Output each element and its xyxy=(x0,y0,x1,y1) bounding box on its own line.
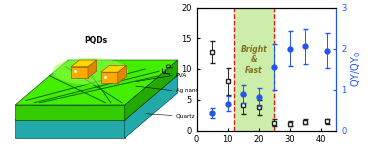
Text: Quartz: Quartz xyxy=(176,113,195,118)
Polygon shape xyxy=(15,120,125,138)
Polygon shape xyxy=(15,75,178,120)
Polygon shape xyxy=(71,67,88,78)
Y-axis label: $F_\mathrm{p}$: $F_\mathrm{p}$ xyxy=(162,63,178,75)
Ellipse shape xyxy=(53,58,128,85)
Text: Bright
&
Fast: Bright & Fast xyxy=(241,45,267,75)
Bar xyxy=(234,8,274,130)
Polygon shape xyxy=(125,60,178,120)
Polygon shape xyxy=(101,72,118,83)
Polygon shape xyxy=(118,65,126,83)
Polygon shape xyxy=(15,60,178,105)
Polygon shape xyxy=(71,60,96,67)
Y-axis label: QY/QY$_0$: QY/QY$_0$ xyxy=(349,51,363,87)
Polygon shape xyxy=(125,75,178,138)
Polygon shape xyxy=(15,105,125,120)
Polygon shape xyxy=(101,65,126,72)
Text: PQDs: PQDs xyxy=(85,36,108,45)
Polygon shape xyxy=(88,60,96,78)
Text: PVA: PVA xyxy=(176,73,187,78)
Text: Ag nanowire: Ag nanowire xyxy=(176,88,210,93)
